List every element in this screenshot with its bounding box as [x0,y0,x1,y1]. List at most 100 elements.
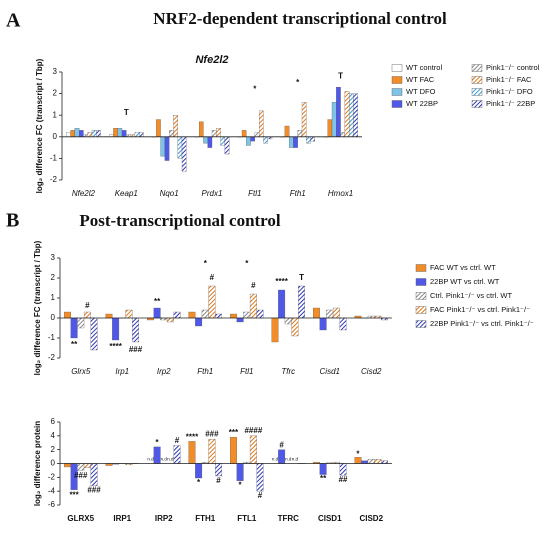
legend-label: Pink1⁻/⁻ DFO [486,87,533,96]
x-tick-label: Hmox1 [328,189,353,198]
bar [339,463,347,476]
bar [153,307,161,319]
bar [188,311,196,319]
bar [256,309,264,319]
bar [64,463,71,468]
bar [312,307,320,319]
bar [160,136,166,157]
legend-swatch [391,88,403,96]
bar [188,441,196,464]
x-tick-label: Cisd1 [320,367,340,376]
bar [70,130,76,137]
bar [138,132,144,137]
annotation: **** [186,432,199,441]
legend-label: FAC Pink1⁻/⁻ vs ctrl. Pink1⁻/⁻ [430,305,530,314]
bar [278,289,286,319]
y-axis-label: log₂ difference protein [33,421,42,506]
annotation: **** [275,277,288,286]
annotation: ### [74,471,88,480]
bar [220,136,226,146]
bar [215,313,223,319]
annotation: * [156,438,160,447]
x-tick-label: CISD2 [359,514,383,523]
y-tick-label: 3 [51,253,56,262]
annotation: # [175,436,180,445]
legend-swatch [415,320,427,328]
bar [78,130,84,137]
x-tick-label: FTH1 [195,514,216,523]
bar [208,439,216,464]
y-tick-label: 3 [53,67,58,76]
bar [288,136,294,148]
bar [327,119,333,137]
x-tick-label: Tfrc [281,367,295,376]
y-tick-label: 6 [51,417,56,426]
bar [203,136,208,144]
bar [348,93,354,137]
legend-swatch [471,64,483,72]
bar [195,317,203,327]
bar [83,463,91,468]
annotation: ### [129,345,143,354]
bar [249,293,257,319]
bar [173,311,181,319]
annotation: *** [229,428,239,437]
bar [306,136,311,144]
y-tick-label: 0 [51,313,56,322]
annotation: *** [69,490,79,499]
annotation: n.d [292,457,299,462]
legend-swatch [415,306,427,314]
x-tick-label: Irp2 [157,367,171,376]
bar [271,317,279,343]
legend-label: WT FAC [406,75,435,84]
bar [215,463,223,477]
legend-swatch [391,76,403,84]
x-tick-label: Ftl1 [240,367,253,376]
bar [112,317,120,341]
x-tick-label: Fth1 [290,189,306,198]
x-tick-label: Irp1 [115,367,129,376]
annotation: T [299,273,304,282]
legend-label: WT DFO [406,87,436,96]
bar [134,132,140,137]
y-tick-label: 4 [51,431,56,440]
bar [332,307,340,319]
y-tick-label: 1 [51,293,56,302]
y-tick-label: 0 [53,132,58,141]
x-tick-label: CISD1 [318,514,342,523]
bar [173,115,178,137]
y-tick-label: 2 [51,445,56,454]
legend-swatch [415,264,427,272]
bar [198,121,204,137]
bar [168,130,174,137]
annotation: * [239,481,243,490]
bar [153,446,161,464]
bar [224,136,230,155]
x-tick-label: FTL1 [237,514,257,523]
bar [91,130,97,137]
bar [381,460,388,464]
bar [64,311,71,319]
bar [201,309,209,319]
panel-heading: NRF2-dependent transcriptional control [153,9,447,28]
annotation: # [258,491,263,500]
bar [353,93,358,137]
y-tick-label: 0 [51,459,56,468]
annotation: T [124,108,129,117]
y-tick-label: -4 [48,486,56,495]
bar [310,136,316,142]
annotation: T [338,71,343,80]
bar [258,110,264,137]
chart-title: Nfe2l2 [195,54,228,66]
bar [361,460,369,464]
y-tick-label: -2 [50,175,58,184]
bar [166,317,174,323]
y-tick-label: -1 [50,154,58,163]
bar [344,91,350,137]
legend-label: Pink1⁻/⁻ 22BP [486,99,535,108]
bar [336,86,341,137]
bar [301,102,307,137]
annotation: # [279,441,284,450]
bar [87,132,93,137]
bar [77,317,85,329]
